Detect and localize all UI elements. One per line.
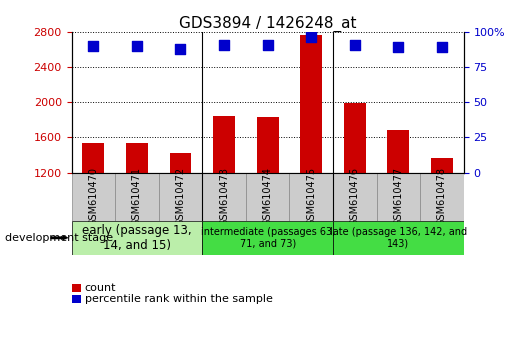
Bar	[420, 172, 464, 221]
Bar	[202, 172, 246, 221]
Bar	[213, 116, 235, 172]
Text: GSM610471: GSM610471	[132, 167, 142, 226]
Text: count: count	[85, 283, 116, 293]
Bar	[83, 143, 104, 172]
Text: intermediate (passages 63,
71, and 73): intermediate (passages 63, 71, and 73)	[200, 227, 335, 249]
Bar	[158, 172, 202, 221]
Text: GSM610473: GSM610473	[219, 167, 229, 226]
Bar	[301, 35, 322, 172]
Bar	[170, 153, 191, 172]
Text: early (passage 13,
14, and 15): early (passage 13, 14, and 15)	[82, 224, 192, 252]
Text: development stage: development stage	[5, 233, 113, 243]
Bar	[387, 130, 409, 172]
Text: GSM610472: GSM610472	[175, 167, 186, 226]
Bar	[431, 159, 453, 172]
Bar	[72, 221, 202, 255]
Bar	[333, 172, 377, 221]
Bar	[115, 172, 158, 221]
Bar	[126, 143, 148, 172]
Point	[263, 42, 272, 47]
Text: percentile rank within the sample: percentile rank within the sample	[85, 294, 272, 304]
Point	[307, 35, 315, 40]
Bar	[333, 221, 464, 255]
Bar	[72, 172, 115, 221]
Text: GSM610478: GSM610478	[437, 167, 447, 226]
Point	[89, 43, 98, 49]
Text: GSM610477: GSM610477	[393, 167, 403, 226]
Point	[176, 46, 185, 52]
Text: GSM610470: GSM610470	[89, 167, 99, 226]
Bar	[246, 172, 289, 221]
Bar	[257, 117, 279, 172]
Point	[438, 45, 446, 50]
Text: GSM610476: GSM610476	[350, 167, 360, 226]
Text: GSM610474: GSM610474	[263, 167, 272, 226]
Title: GDS3894 / 1426248_at: GDS3894 / 1426248_at	[179, 16, 356, 32]
Point	[394, 45, 403, 50]
Bar	[202, 221, 333, 255]
Bar	[344, 103, 366, 172]
Point	[132, 43, 141, 49]
Text: late (passage 136, 142, and
143): late (passage 136, 142, and 143)	[330, 227, 467, 249]
Point	[220, 42, 228, 47]
Point	[350, 42, 359, 47]
Bar	[289, 172, 333, 221]
Text: GSM610475: GSM610475	[306, 167, 316, 226]
Bar	[377, 172, 420, 221]
